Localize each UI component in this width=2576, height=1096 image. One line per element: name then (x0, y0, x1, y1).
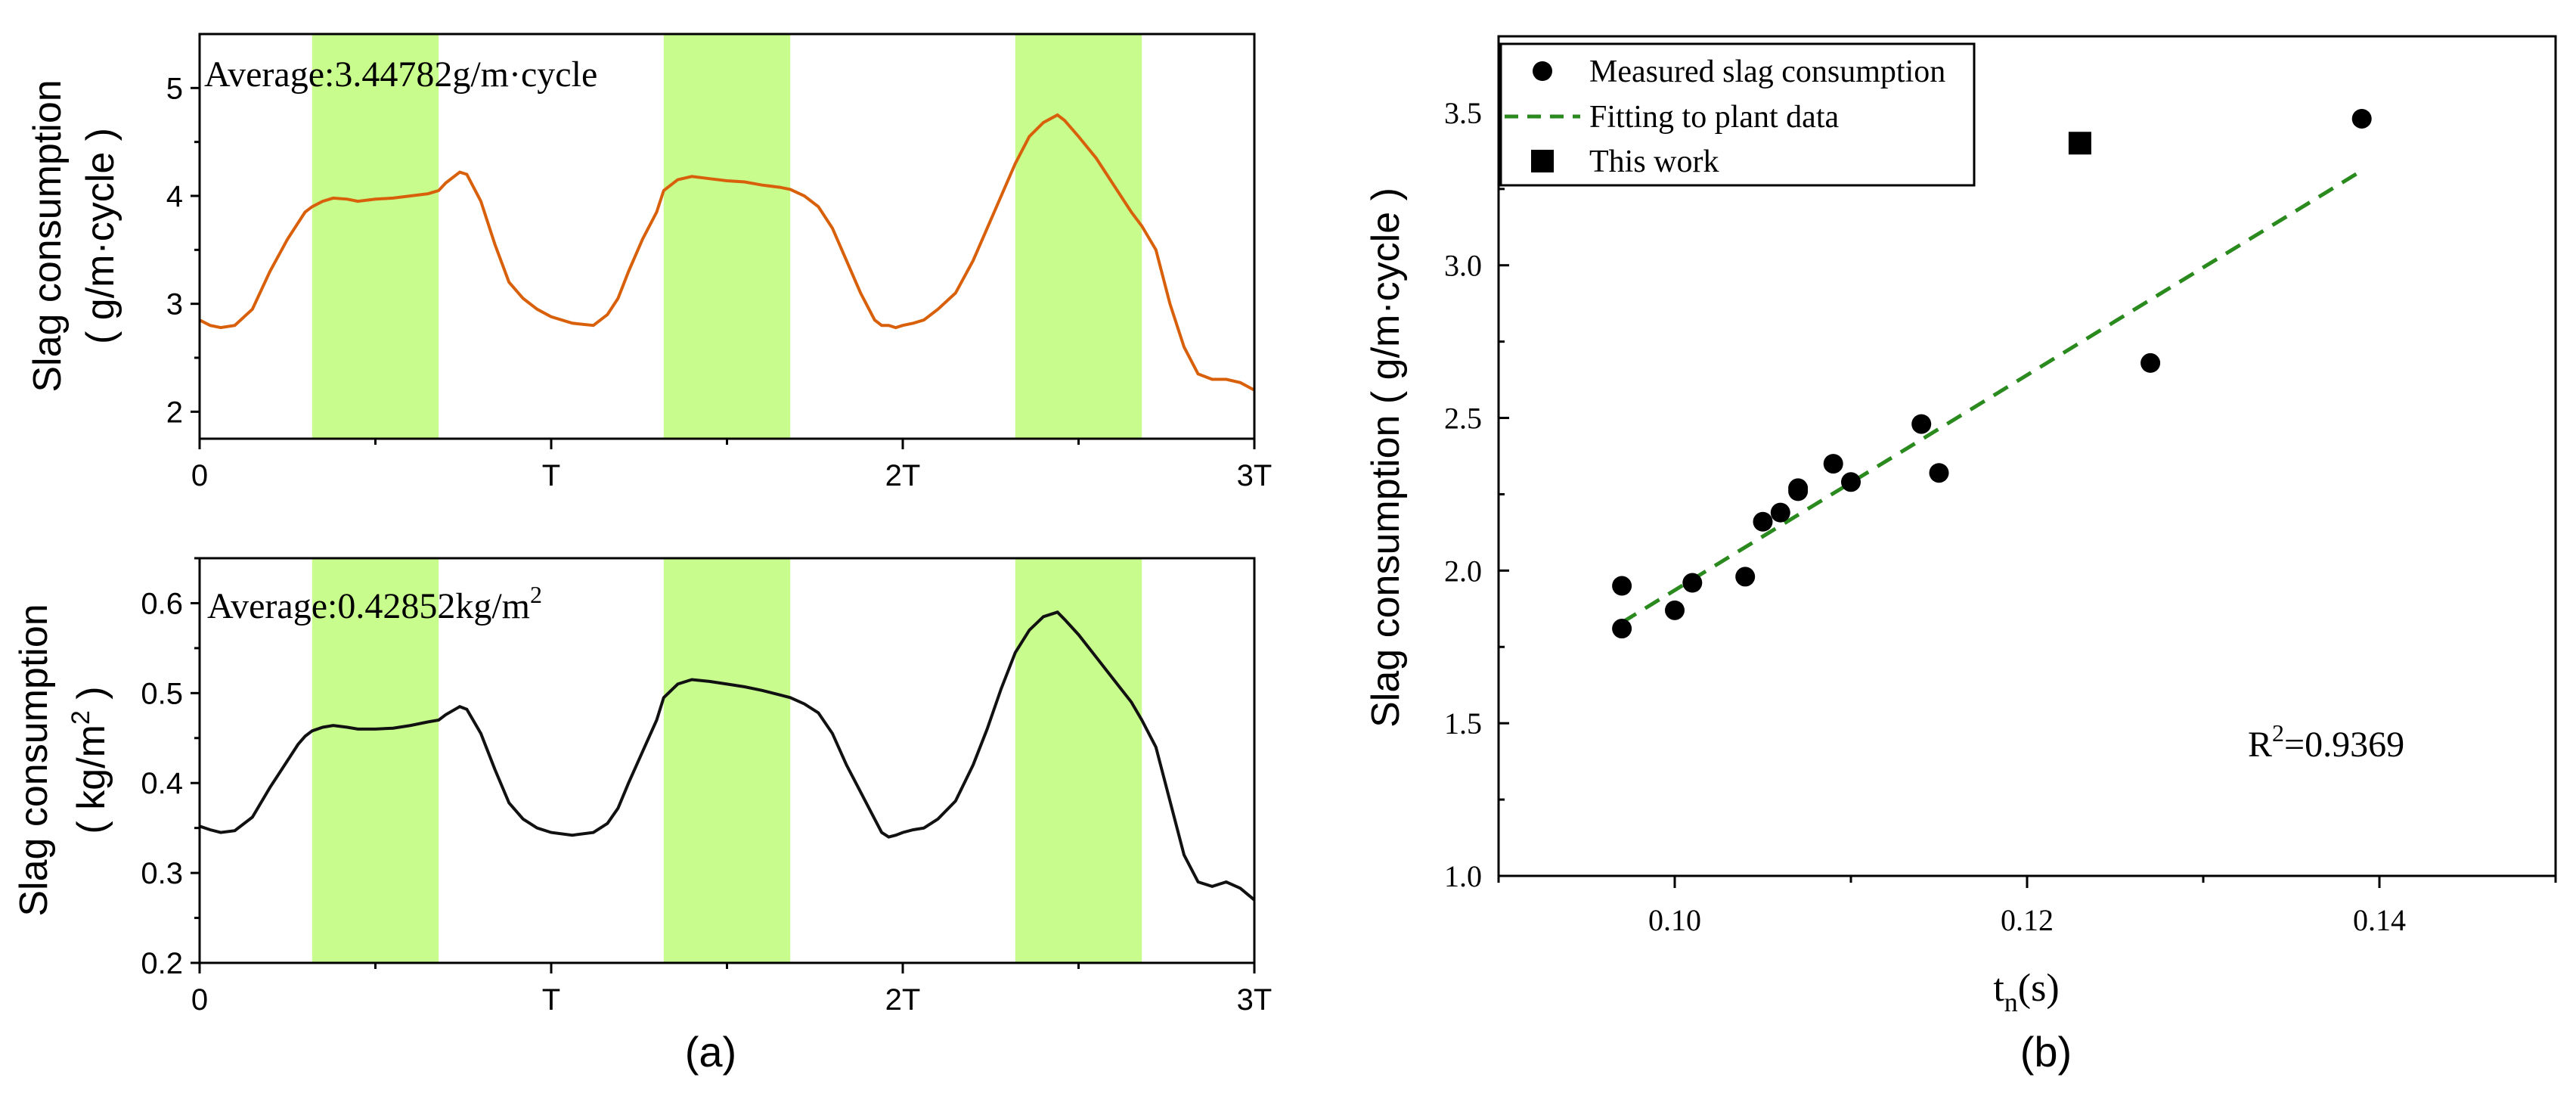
axes-ticks: 0.2 0.3 0.4 0.5 0.6 0 T 2T 3T (141, 557, 1273, 1017)
measured-point (1911, 414, 1932, 434)
x-tick-label: 2T (885, 983, 921, 1017)
y-axis-label-line2: ( g/m·cycle ) (79, 128, 122, 344)
y-axis-label: Slag consumption ( g/m·cycle ) (1364, 188, 1408, 728)
highlight-band (312, 558, 439, 963)
y-tick-label: 3.5 (1444, 96, 1482, 130)
highlight-band (663, 558, 791, 963)
y-tick-label: 0.2 (141, 947, 183, 980)
r-squared-annotation: R2=0.9369 (2248, 719, 2404, 765)
x-tick-label: T (542, 983, 560, 1017)
measured-point (2140, 352, 2161, 373)
legend-this-work-marker (1531, 150, 1554, 172)
r2-prefix: R (2248, 725, 2272, 765)
r2-value: =0.9369 (2284, 725, 2404, 765)
x-tick-label: T (542, 459, 560, 492)
y-tick-label: 0.4 (141, 767, 183, 800)
slag-consumption-line (199, 113, 1255, 392)
y-tick-label: 2.5 (1444, 402, 1482, 436)
axes-ticks: 2 3 4 5 0 T 2T 3T (166, 72, 1273, 492)
y-tick-label: 2.0 (1444, 554, 1482, 588)
highlight-band (1015, 34, 1142, 439)
y-tick-label: 0.6 (141, 587, 183, 620)
highlight-band (312, 34, 439, 439)
y-tick-label: 2 (166, 396, 183, 429)
caption-a: (a) (685, 1028, 736, 1076)
y-axis-label-line2-text: ( kg/m (70, 725, 113, 834)
measured-points (1612, 108, 2372, 639)
legend: Measured slag consumption Fitting to pla… (1499, 42, 1976, 187)
x-tick-label: 3T (1237, 459, 1273, 492)
y-tick-label: 3.0 (1444, 249, 1482, 283)
y-tick-label: 0.3 (141, 857, 183, 890)
x-tick-label: 0 (191, 983, 208, 1017)
axes-ticks: 1.0 1.5 2.0 2.5 3.0 3.5 0.10 0.12 0.14 (1444, 96, 2557, 937)
x-axis-label: tn(s) (1993, 967, 2059, 1017)
highlight-bands (312, 34, 1142, 439)
x-axis-label-end: (s) (2018, 967, 2060, 1010)
panel-a-bottom-chart: 0.2 0.3 0.4 0.5 0.6 0 T 2T 3T Average:0.42852kg/… (12, 557, 1273, 1017)
measured-point (1841, 472, 1861, 492)
x-axis-label-main: t (1993, 967, 2004, 1010)
y-tick-label: 3 (166, 288, 183, 321)
legend-fit-label: Fitting to plant data (1589, 100, 1839, 135)
measured-point (1612, 619, 1632, 639)
average-annotation: Average:0.42852kg/m2 (207, 581, 542, 626)
y-axis-label-sup: 2 (67, 710, 95, 725)
slag-consumption-line (199, 610, 1256, 902)
average-annotation-text: Average:0.42852kg/m (207, 586, 530, 626)
r2-sup: 2 (2272, 719, 2284, 747)
y-tick-label: 1.5 (1444, 706, 1482, 740)
caption-b: (b) (2020, 1028, 2072, 1076)
measured-point (1929, 463, 1949, 483)
y-tick-label: 5 (166, 72, 183, 105)
measured-point (1770, 502, 1790, 523)
x-tick-label: 0.12 (2001, 903, 2054, 937)
measured-point (2351, 108, 2372, 129)
y-axis-label-line2: ( kg/m2 ) (67, 686, 113, 834)
highlight-band (1015, 558, 1142, 963)
this-work-marker (2068, 132, 2091, 155)
x-axis-label-sub: n (2004, 987, 2018, 1017)
measured-point (1682, 573, 1703, 593)
y-axis-label-line2-end: ) (70, 686, 113, 710)
legend-measured-marker (1533, 61, 1552, 81)
x-tick-label: 0 (191, 459, 208, 492)
measured-point (1788, 478, 1809, 498)
measured-point (1612, 576, 1632, 596)
x-tick-label: 3T (1237, 983, 1273, 1017)
legend-this-work-label: This work (1589, 144, 1719, 179)
y-axis-label-line1: Slag consumption (12, 604, 56, 916)
panel-b-scatter-chart: 1.0 1.5 2.0 2.5 3.0 3.5 0.10 0.12 0.14 Measured … (1364, 35, 2557, 1017)
average-annotation: Average:3.44782g/m·cycle (204, 54, 597, 95)
x-tick-label: 0.14 (2353, 903, 2406, 937)
measured-point (1735, 567, 1756, 587)
measured-point (1823, 454, 1843, 474)
y-axis-label-line1: Slag consumption (26, 79, 70, 392)
legend-measured-label: Measured slag consumption (1589, 54, 1945, 89)
measured-point (1753, 511, 1773, 532)
x-tick-label: 0.10 (1648, 903, 1701, 937)
highlight-bands (312, 558, 1142, 963)
y-tick-label: 4 (166, 180, 183, 213)
measured-point (1665, 600, 1685, 620)
fit-line (1620, 169, 2364, 625)
average-annotation-sup: 2 (530, 581, 542, 608)
x-tick-label: 2T (885, 459, 921, 492)
highlight-band (663, 34, 791, 439)
panel-a-top-chart: 2 3 4 5 0 T 2T 3T Average:3.44782g/m·cycle Slag… (26, 33, 1273, 492)
y-tick-label: 1.0 (1444, 859, 1482, 893)
y-tick-label: 0.5 (141, 677, 183, 710)
